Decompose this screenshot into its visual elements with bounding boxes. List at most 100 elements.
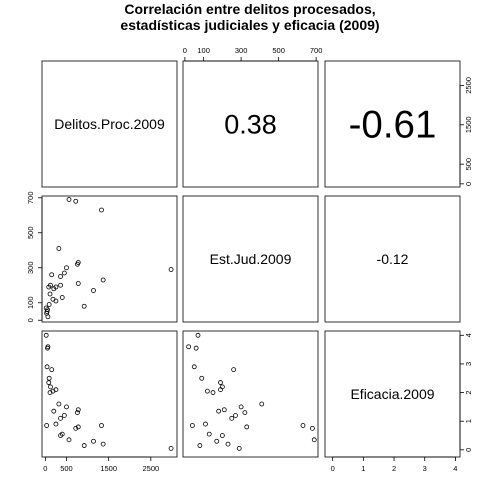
point-r1c0-19 — [47, 291, 53, 297]
top-axis-est-jud-tick-label-0: 0 — [183, 46, 187, 55]
point-r2c1-12 — [221, 407, 227, 413]
point-r2c1-21 — [204, 388, 210, 394]
panel-1-2 — [324, 195, 461, 323]
point-r2c0-3 — [56, 401, 62, 407]
left-axis-est-jud-tick-label-0: 0 — [26, 318, 35, 322]
point-r2c1-4 — [244, 424, 250, 430]
point-r2c0-28 — [44, 423, 50, 428]
point-r2c0-23 — [46, 375, 52, 381]
chart-title-line-2: estadísticas judiciales y eficacia (2009… — [120, 17, 380, 33]
point-r2c0-2 — [99, 423, 104, 428]
point-r2c1-2 — [300, 423, 306, 428]
right-axis-delitos-tick-label-1: 500 — [464, 158, 473, 171]
panel-1-0 — [41, 195, 178, 323]
point-r1c0-14 — [58, 282, 63, 288]
point-r2c1-24 — [197, 443, 203, 448]
variable-label-2: Eficacia.2009 — [350, 386, 434, 402]
point-r1c0-9 — [49, 272, 55, 278]
point-r2c1-10 — [229, 415, 235, 421]
point-r2c1-8 — [233, 413, 238, 418]
point-r2c1-25 — [195, 332, 201, 338]
bottom-axis-eficacia-tick-label-1: 1 — [361, 464, 365, 473]
variable-label-0: Delitos.Proc.2009 — [54, 116, 165, 132]
point-r2c0-8 — [61, 413, 67, 418]
point-r1c0-18 — [91, 288, 96, 293]
top-axis-est-jud-tick-label-1: 100 — [197, 46, 210, 55]
point-r2c0-24 — [81, 443, 87, 448]
point-r2c0-25 — [43, 332, 49, 338]
point-r2c0-13 — [48, 384, 53, 390]
point-r2c1-9 — [231, 367, 237, 373]
panel-2-0 — [41, 330, 178, 458]
variable-label-1: Est.Jud.2009 — [210, 251, 292, 267]
panel-2-1 — [182, 330, 319, 458]
point-r2c1-20 — [206, 431, 212, 437]
point-r1c0-16 — [46, 284, 52, 290]
point-r2c0-6 — [64, 404, 69, 410]
correlation-value-0: 0.38 — [224, 109, 277, 139]
chart-title-line-1: Correlación entre delitos procesados, — [124, 1, 376, 17]
bottom-axis-delitos-tick-label-2: 1500 — [100, 464, 117, 473]
point-r2c0-4 — [75, 424, 81, 430]
right-axis-eficacia-tick-label-3: 3 — [464, 362, 473, 366]
point-r2c1-26 — [193, 345, 199, 351]
point-r2c0-1 — [73, 425, 79, 431]
point-r2c1-29 — [186, 344, 192, 350]
point-r2c1-16 — [218, 380, 223, 385]
bottom-axis-eficacia-tick-label-3: 3 — [423, 464, 427, 473]
point-r2c1-3 — [259, 401, 265, 407]
bottom-axis-eficacia-tick-label-4: 4 — [453, 464, 457, 473]
right-axis-eficacia-tick-label-1: 1 — [464, 419, 473, 423]
panel-1-1 — [182, 195, 319, 323]
point-r2c0-10 — [58, 415, 63, 421]
point-r2c0-12 — [75, 407, 81, 413]
point-r2c1-0 — [311, 437, 317, 443]
point-r2c0-20 — [59, 431, 65, 437]
bottom-axis-eficacia-tick-label-0: 0 — [331, 464, 335, 473]
point-r2c0-18 — [91, 438, 96, 444]
point-r2c0-9 — [49, 367, 55, 373]
bottom-axis-eficacia-tick-label-2: 2 — [392, 464, 396, 473]
point-r1c0-24 — [81, 303, 87, 309]
bottom-axis-delitos-tick-label-3: 2500 — [143, 464, 160, 473]
right-axis-delitos-tick-label-2: 1500 — [464, 116, 473, 133]
point-r2c1-11 — [225, 441, 231, 447]
point-r2c1-19 — [210, 390, 216, 395]
point-r2c0-22 — [53, 421, 59, 427]
point-r1c0-3 — [56, 246, 62, 251]
point-r2c0-0 — [66, 437, 72, 443]
point-r1c0-6 — [64, 265, 69, 271]
point-r2c0-16 — [46, 380, 52, 385]
point-r1c0-20 — [59, 295, 65, 300]
point-r1c0-17 — [51, 286, 57, 292]
right-axis-eficacia-tick-label-2: 2 — [464, 390, 473, 394]
point-r2c1-22 — [203, 421, 208, 427]
point-r1c0-7 — [168, 267, 174, 272]
point-r2c1-14 — [219, 433, 225, 438]
point-r1c0-23 — [46, 302, 52, 307]
right-axis-delitos-tick-label-3: 2500 — [464, 77, 473, 94]
left-axis-est-jud-tick-label-4: 700 — [26, 191, 35, 204]
point-r2c0-17 — [51, 408, 57, 414]
panel-0-0 — [41, 60, 178, 188]
correlation-value-2: -0.12 — [377, 251, 409, 267]
point-r2c1-7 — [236, 446, 242, 451]
correlation-value-1: -0.61 — [349, 103, 437, 146]
point-r1c0-5 — [75, 261, 80, 267]
top-axis-est-jud-tick-label-2: 300 — [235, 46, 248, 55]
point-r2c0-29 — [45, 344, 51, 350]
point-r2c0-27 — [44, 364, 50, 370]
point-r2c0-11 — [100, 441, 106, 447]
chart-title: Correlación entre delitos procesados, es… — [0, 1, 500, 33]
bottom-axis-delitos-tick-label-0: 0 — [43, 464, 47, 473]
point-r1c0-2 — [99, 207, 104, 213]
point-r1c0-12 — [75, 281, 81, 286]
right-axis-delitos-tick-label-0: 0 — [464, 182, 473, 186]
point-r2c1-17 — [216, 408, 222, 414]
point-r2c1-5 — [242, 410, 248, 416]
left-axis-est-jud-tick-label-2: 300 — [26, 261, 35, 274]
bottom-axis-delitos-tick-label-1: 500 — [60, 464, 73, 473]
right-axis-eficacia-tick-label-0: 0 — [464, 448, 473, 452]
point-r2c1-27 — [191, 364, 197, 370]
